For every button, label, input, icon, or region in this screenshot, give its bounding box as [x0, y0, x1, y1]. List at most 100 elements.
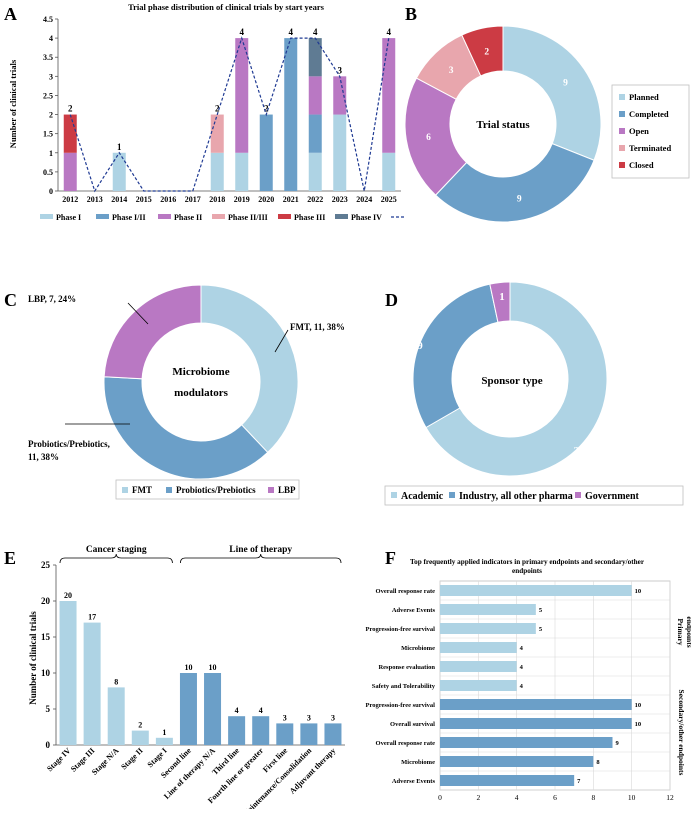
total-label: 2	[68, 104, 73, 114]
bar	[131, 730, 149, 745]
legend-swatch	[619, 111, 625, 117]
legend-label: Completed	[629, 109, 669, 119]
y-tick-label: 15	[41, 632, 51, 642]
donut-slice	[200, 284, 299, 454]
slice-value-label: 1	[499, 291, 505, 303]
panel-c: C Microbiome modulators FMT, 11, 38% LBP,…	[0, 278, 345, 506]
bar-value-label: 3	[331, 713, 335, 722]
bar-segment	[235, 152, 249, 191]
bar-value-label: 4	[520, 645, 524, 652]
legend-label: Phase II/III	[228, 213, 268, 222]
y-tick-label: 1	[49, 149, 53, 158]
bar	[252, 716, 270, 745]
legend-swatch	[278, 214, 291, 219]
legend-swatch	[158, 214, 171, 219]
x-tick-label: 2018	[209, 195, 225, 204]
bar	[276, 723, 294, 745]
x-tick-label: 4	[515, 793, 519, 802]
x-tick-label: 2014	[111, 195, 127, 204]
x-tick-label: 2023	[332, 195, 348, 204]
panel-d: D Sponsor type 20 9 1 Academic Industry, all…	[345, 278, 691, 514]
bar-segment	[210, 152, 224, 191]
legend-swatch	[575, 492, 581, 498]
bar-value-label: 3	[283, 713, 287, 722]
donut-slice	[461, 25, 504, 77]
bar-segment	[112, 152, 126, 191]
donut-slice	[434, 142, 595, 223]
y-tick-label: 0	[49, 187, 53, 196]
panel-label-d: D	[385, 290, 398, 310]
leader-line	[274, 329, 289, 353]
legend-swatch	[166, 487, 172, 493]
y-category-label: Overall survival	[390, 721, 435, 728]
x-tick-label: 2019	[234, 195, 250, 204]
y-category-label: Adverse Events	[392, 607, 436, 614]
slice-value-label: 3	[449, 66, 454, 76]
bar	[440, 699, 632, 710]
bar-segment	[308, 152, 322, 191]
slice-value-label: 6	[426, 133, 431, 143]
y-category-label: Overall response rate	[376, 588, 436, 595]
x-tick-label: 12	[666, 793, 674, 802]
bar	[440, 642, 517, 653]
x-tick-label: 0	[438, 793, 442, 802]
x-tick-label: 2017	[185, 195, 201, 204]
chart-d-title: Sponsor type	[481, 375, 542, 387]
legend-label: Phase I/II	[112, 213, 146, 222]
slice-label: FMT, 11, 38%	[290, 322, 345, 332]
bar-value-label: 4	[259, 706, 263, 715]
bar	[440, 680, 517, 691]
legend-label: Closed	[629, 160, 654, 170]
y-tick-label: 4.5	[43, 15, 53, 24]
bar-segment	[210, 114, 224, 153]
y-tick-label: 5	[46, 704, 51, 714]
slice-label: LBP, 7, 24%	[28, 294, 76, 304]
x-tick-label: 10	[628, 793, 636, 802]
bar-value-label: 7	[577, 778, 581, 785]
bar-value-label: 10	[635, 702, 642, 709]
slice-value-label: 9	[563, 79, 568, 89]
legend-label: Industry, all other pharma	[459, 491, 573, 502]
total-label: 4	[313, 27, 318, 37]
x-tick-label: Stage I	[146, 746, 169, 769]
chart-b-title: Trial status	[476, 119, 530, 131]
legend-swatch	[391, 492, 397, 498]
total-line	[69, 36, 390, 193]
panel-f: F Top frequently applied indicators in p…	[345, 540, 691, 809]
legend-swatch	[122, 487, 128, 493]
bar-value-label: 8	[596, 759, 600, 766]
x-tick-label: 2013	[87, 195, 103, 204]
bar-value-label: 4	[520, 683, 524, 690]
x-tick-label: 2025	[381, 195, 397, 204]
legend-box	[115, 479, 300, 500]
x-tick-label: Stage IV	[45, 746, 72, 773]
panel-label-b: B	[405, 4, 417, 24]
legend-swatch	[619, 94, 625, 100]
legend-swatch	[335, 214, 348, 219]
total-label: 4	[289, 27, 294, 37]
bar	[300, 723, 318, 745]
bar	[440, 623, 536, 634]
bar	[440, 585, 632, 596]
bar-value-label: 5	[539, 626, 543, 633]
panel-label-a: A	[4, 4, 17, 24]
chart-a-title: Trial phase distribution of clinical tri…	[128, 2, 325, 12]
legend-swatch	[449, 492, 455, 498]
slice-value-label: 9	[417, 340, 423, 352]
legend-swatch	[619, 145, 625, 151]
bar-value-label: 9	[616, 740, 620, 747]
bar-value-label: 20	[64, 591, 72, 600]
chart-f-title-line1: Top frequently applied indicators in pri…	[410, 558, 645, 566]
donut-slice	[103, 284, 202, 380]
x-tick-label: 2	[476, 793, 480, 802]
panel-a: A Trial phase distribution of clinical t…	[0, 0, 426, 228]
x-tick-label: 2020	[258, 195, 274, 204]
total-label: 1	[117, 142, 122, 152]
bar	[440, 737, 613, 748]
chart-e-ylabel: Number of clinical trials	[28, 611, 38, 705]
group-label: endpoints	[685, 616, 691, 647]
bar-value-label: 4	[520, 664, 524, 671]
legend-label: Phase I	[56, 213, 81, 222]
bar-value-label: 10	[635, 721, 642, 728]
legend-label: Phase IV	[351, 213, 382, 222]
